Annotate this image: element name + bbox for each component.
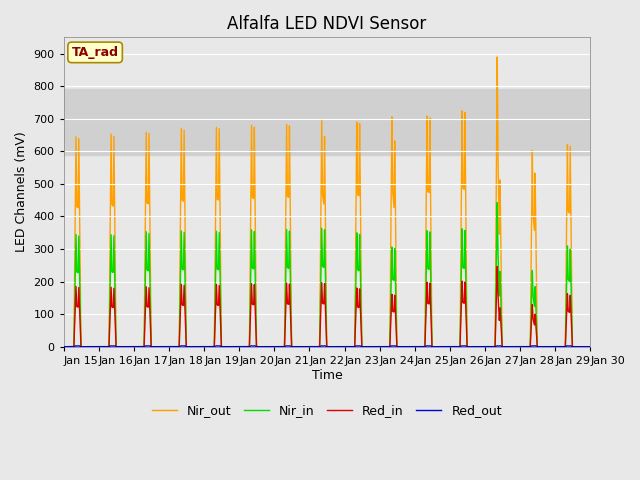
Nir_out	[493, 54, 501, 60]
Nir_out	[584, 344, 592, 349]
Red_out	[72, 343, 80, 348]
Nir_in	[173, 344, 180, 349]
Nir_out	[399, 344, 407, 349]
Line: Nir_out: Nir_out	[64, 57, 590, 347]
Red_out	[167, 344, 175, 349]
Nir_out	[474, 344, 482, 349]
Red_out	[60, 344, 68, 349]
Text: TA_rad: TA_rad	[72, 46, 118, 59]
Red_in	[493, 264, 501, 269]
Line: Nir_in: Nir_in	[64, 203, 590, 347]
Red_out	[173, 344, 180, 349]
X-axis label: Time: Time	[312, 369, 342, 382]
Red_in	[584, 344, 592, 349]
Nir_in	[399, 344, 407, 349]
Red_in	[474, 344, 482, 349]
Red_out	[584, 344, 592, 349]
Nir_out	[586, 344, 594, 349]
Nir_in	[493, 200, 501, 205]
Nir_in	[60, 344, 68, 349]
Nir_in	[474, 344, 482, 349]
Nir_out	[173, 344, 180, 349]
Title: Alfalfa LED NDVI Sensor: Alfalfa LED NDVI Sensor	[227, 15, 427, 33]
Nir_out	[60, 344, 68, 349]
Red_in	[586, 344, 594, 349]
Line: Red_out: Red_out	[64, 346, 590, 347]
Nir_in	[586, 344, 594, 349]
Legend: Nir_out, Nir_in, Red_in, Red_out: Nir_out, Nir_in, Red_in, Red_out	[147, 399, 507, 422]
Nir_in	[167, 344, 175, 349]
Red_in	[257, 344, 265, 349]
Bar	[64, 89, 590, 155]
Red_in	[167, 344, 175, 349]
Red_out	[474, 344, 482, 349]
Nir_out	[167, 344, 175, 349]
Red_out	[399, 344, 407, 349]
Y-axis label: LED Channels (mV): LED Channels (mV)	[15, 132, 28, 252]
Red_in	[173, 344, 180, 349]
Nir_out	[257, 344, 265, 349]
Nir_in	[584, 344, 592, 349]
Red_out	[257, 344, 265, 349]
Red_out	[586, 344, 594, 349]
Red_in	[399, 344, 407, 349]
Line: Red_in: Red_in	[64, 266, 590, 347]
Red_in	[60, 344, 68, 349]
Nir_in	[257, 344, 265, 349]
